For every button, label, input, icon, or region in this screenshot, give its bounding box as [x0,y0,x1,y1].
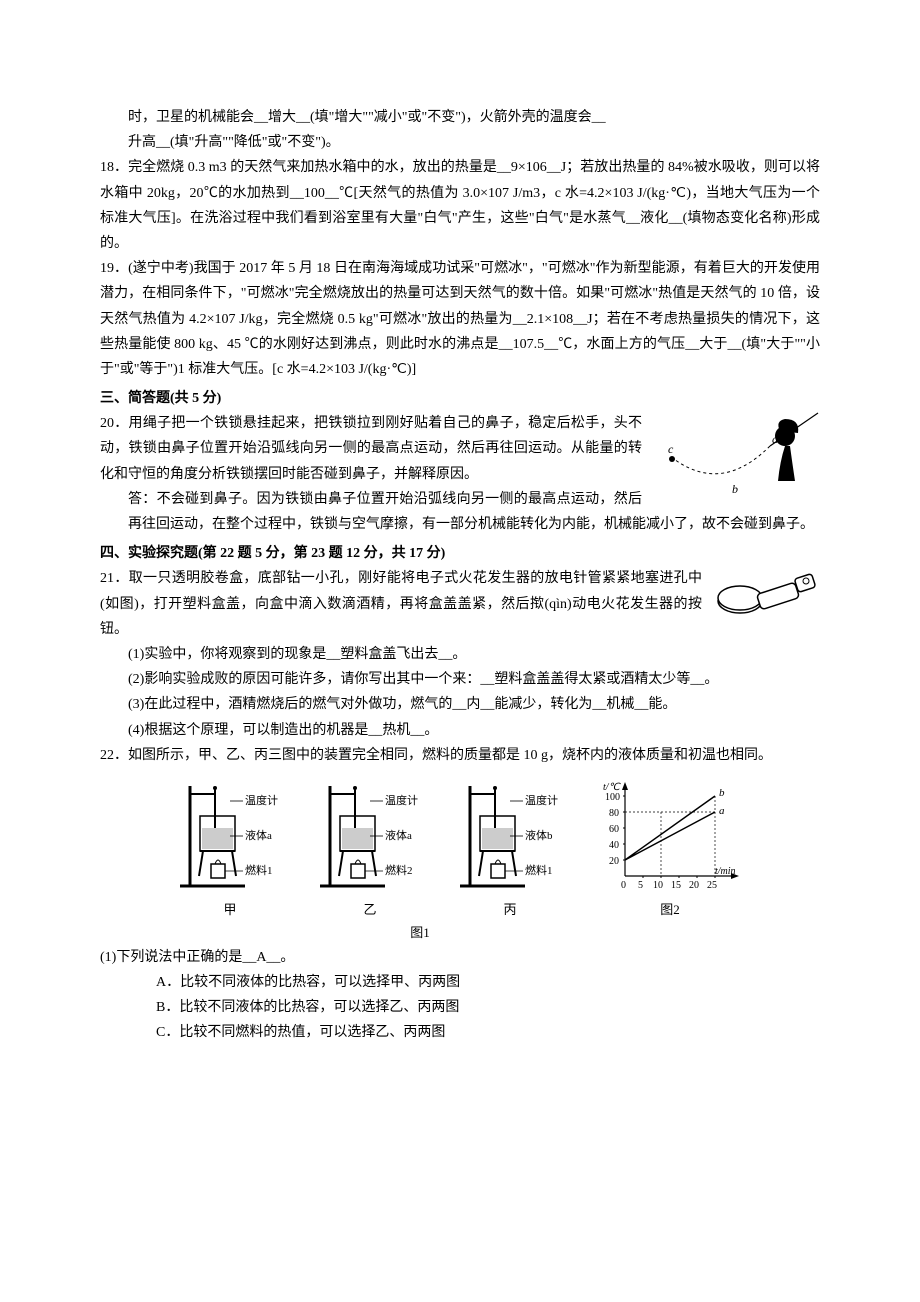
question-22: 22．如图所示，甲、乙、丙三图中的装置完全相同，燃料的质量都是 10 g，烧杯内… [100,743,820,1046]
choice-C: C．比较不同燃料的热值，可以选择乙、丙两图 [100,1020,820,1045]
q21-figure [710,566,820,626]
spark-device-icon [710,566,820,626]
svg-text:温度计: 温度计 [385,793,418,807]
calorimeter-icon: 温度计 液体b 燃料1 [455,776,565,896]
q21-p3: (3)在此过程中，酒精燃烧后的燃气对外做功，燃气的__内__能减少，转化为__机… [100,692,820,717]
label-a: a [772,432,778,446]
label-yi: 乙 [315,898,425,921]
svg-text:60: 60 [609,824,619,835]
svg-text:80: 80 [609,808,619,819]
label-c: c [668,442,674,456]
q22-p1: (1)下列说法中正确的是__A__。 [100,945,820,970]
svg-text:燃料1: 燃料1 [525,863,553,877]
q22-body: 如图所示，甲、乙、丙三图中的装置完全相同，燃料的质量都是 10 g，烧杯内的液体… [128,748,772,763]
question-19: 19．(遂宁中考)我国于 2017 年 5 月 18 日在南海海域成功试采"可燃… [100,256,820,382]
q22-chart: t/℃ 100 80 60 40 20 0 5 10 15 20 25 t/mi… [595,776,745,921]
svg-text:20: 20 [609,856,619,867]
q17-tail-line2: 升高__(填"升高""降低"或"不变")。 [100,130,820,155]
line-chart-icon: t/℃ 100 80 60 40 20 0 5 10 15 20 25 t/mi… [595,776,745,896]
calorimeter-yi: 温度计 液体a 燃料2 乙 [315,776,425,921]
pendulum-icon: a b c [650,411,820,506]
q22-number: 22． [100,748,128,763]
calorimeter-jia: 温度计 液体a 燃料1 甲 [175,776,285,921]
svg-text:液体a: 液体a [385,828,412,842]
q18-text: 完全燃烧 0.3 m3 的天然气来加热水箱中的水，放出的热量是__9×106__… [100,160,820,251]
svg-text:40: 40 [609,840,619,851]
question-21: 21．取一只透明胶卷盒，底部钻一小孔，刚好能将电子式火花发生器的放电针管紧紧地塞… [100,566,820,742]
svg-text:100: 100 [605,792,620,803]
svg-text:b: b [719,787,725,799]
q21-p4: (4)根据这个原理，可以制造出的机器是__热机__。 [100,718,820,743]
svg-text:燃料2: 燃料2 [385,863,413,877]
choice-B: B．比较不同液体的比热容，可以选择乙、丙两图 [100,995,820,1020]
q18-number: 18． [100,160,128,175]
svg-text:燃料1: 燃料1 [245,863,273,877]
q21-p1: (1)实验中，你将观察到的现象是__塑料盒盖飞出去__。 [100,642,820,667]
svg-text:5: 5 [638,880,643,891]
svg-text:t/min: t/min [715,866,736,877]
calorimeter-icon: 温度计 液体a 燃料1 [175,776,285,896]
calorimeter-icon: 温度计 液体a 燃料2 [315,776,425,896]
svg-text:15: 15 [671,880,681,891]
calorimeter-bing: 温度计 液体b 燃料1 丙 [455,776,565,921]
svg-text:温度计: 温度计 [245,793,278,807]
q21-number: 21． [100,571,129,586]
svg-text:温度计: 温度计 [525,793,558,807]
svg-text:0: 0 [621,880,626,891]
section-4-title: 四、实验探究题(第 22 题 5 分，第 23 题 12 分，共 17 分) [100,541,820,566]
q19-number: 19． [100,261,128,276]
label-b: b [732,482,738,496]
svg-text:25: 25 [707,880,717,891]
q21-body: 取一只透明胶卷盒，底部钻一小孔，刚好能将电子式火花发生器的放电针管紧紧地塞进孔中… [100,571,702,636]
label-jia: 甲 [175,898,285,921]
q20-number: 20． [100,416,129,431]
question-20: a b c 20．用绳子把一个铁锁悬挂起来，把铁锁拉到刚好贴着自己的鼻子，稳定后… [100,411,820,537]
q21-p2: (2)影响实验成败的原因可能许多，请你写出其中一个来：__塑料盒盖盖得太紧或酒精… [100,667,820,692]
fig1-label: 图1 [20,921,820,944]
choice-A: A．比较不同液体的比热容，可以选择甲、丙两图 [100,970,820,995]
q20-body: 用绳子把一个铁锁悬挂起来，把铁锁拉到刚好贴着自己的鼻子，稳定后松手，头不动，铁锁… [100,416,642,481]
svg-text:a: a [719,805,725,817]
q17-tail-line1: 时，卫星的机械能会__增大__(填"增大""减小"或"不变")，火箭外壳的温度会… [100,105,820,130]
q22-figure-row: 温度计 液体a 燃料1 甲 [100,776,820,921]
section-3-title: 三、简答题(共 5 分) [100,386,820,411]
label-bing: 丙 [455,898,565,921]
svg-text:液体b: 液体b [525,828,553,842]
q19-text: (遂宁中考)我国于 2017 年 5 月 18 日在南海海域成功试采"可燃冰"，… [100,261,820,377]
question-18: 18．完全燃烧 0.3 m3 的天然气来加热水箱中的水，放出的热量是__9×10… [100,155,820,256]
svg-text:20: 20 [689,880,699,891]
q20-figure: a b c [650,411,820,506]
svg-text:液体a: 液体a [245,828,272,842]
fig2-label: 图2 [595,898,745,921]
svg-text:10: 10 [653,880,663,891]
